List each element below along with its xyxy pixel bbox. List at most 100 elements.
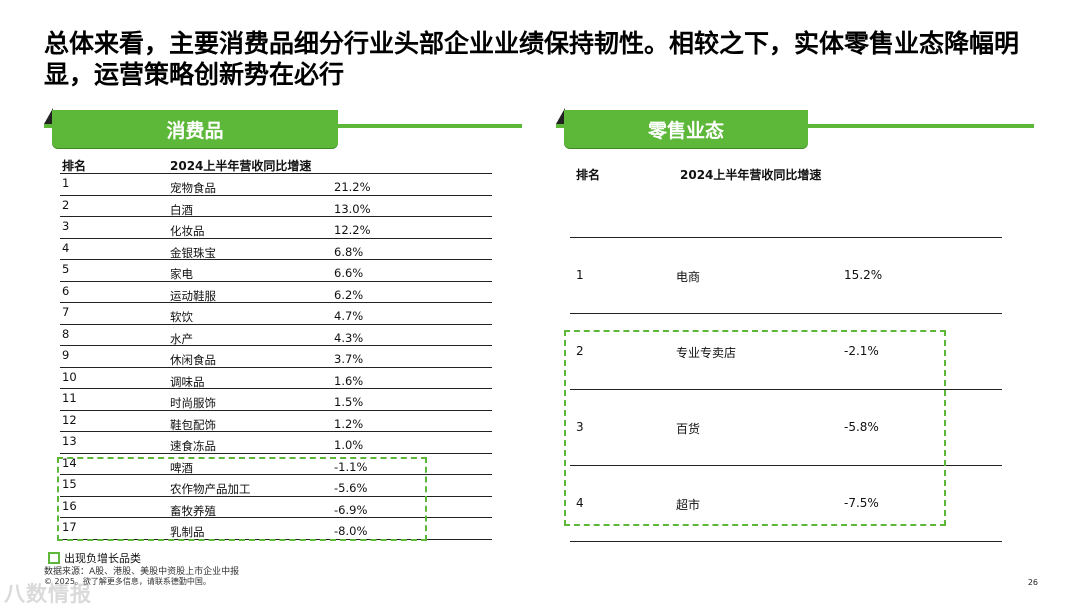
category-cell: 超市 — [676, 498, 701, 512]
growth-cell: 4.7% — [334, 309, 364, 323]
rank-cell: 9 — [62, 348, 70, 362]
category-cell: 休闲食品 — [170, 353, 216, 367]
consumer-goods-tab: 消费品 — [52, 110, 338, 148]
growth-cell: 1.2% — [334, 416, 364, 431]
category-cell: 速食冻品 — [170, 439, 216, 453]
table-row: 13 速食冻品 1.0% — [60, 432, 492, 454]
table-row: 15 农作物产品加工 -5.6% — [60, 475, 492, 497]
table-row: 2 专业专卖店 -2.1% — [570, 314, 1002, 390]
growth-cell: 3.7% — [334, 352, 364, 366]
negative-growth-highlight-left — [57, 457, 427, 541]
table-row: 4 金银珠宝 6.8% — [60, 239, 492, 260]
category-cell: 时尚服饰 — [170, 396, 216, 410]
category-cell: 宠物食品 — [170, 181, 216, 195]
retail-formats-table: 排名 2024上半年营收同比增速 1 电商 15.2% 2 专业专卖店 -2.1% 3 百货 -… — [570, 160, 1002, 542]
rank-cell: 10 — [62, 369, 77, 384]
section-corner-mark — [556, 108, 565, 124]
section-corner-mark — [44, 108, 53, 124]
growth-cell: 6.8% — [334, 244, 364, 259]
growth-cell: 12.2% — [334, 223, 371, 237]
table-row: 1 电商 15.2% — [570, 238, 1002, 314]
category-cell: 鞋包配饰 — [170, 417, 216, 432]
category-cell: 畜牧养殖 — [170, 503, 216, 518]
table-row: 6 运动鞋服 6.2% — [60, 282, 492, 303]
table-row: 14 啤酒 -1.1% — [60, 454, 492, 475]
growth-cell: 6.2% — [334, 287, 364, 302]
table-row: 10 调味品 1.6% — [60, 368, 492, 389]
rank-cell: 12 — [62, 412, 77, 427]
rank-cell: 5 — [62, 262, 70, 276]
rank-cell: 15 — [62, 477, 77, 491]
rank-cell: 17 — [62, 520, 77, 534]
rank-cell: 8 — [62, 326, 70, 341]
watermark-logo: 八数情报 — [4, 582, 92, 606]
rank-cell: 14 — [62, 455, 77, 470]
category-cell: 家电 — [170, 267, 193, 281]
growth-cell: -7.5% — [844, 496, 879, 510]
growth-cell: -6.9% — [334, 502, 368, 517]
table-row: 16 畜牧养殖 -6.9% — [60, 497, 492, 518]
rank-cell: 2 — [62, 197, 70, 212]
retail-formats-section-header: 零售业态 — [556, 104, 1034, 150]
legend-label: 出现负增长品类 — [64, 552, 141, 565]
rank-cell: 4 — [576, 496, 584, 510]
growth-cell: 1.6% — [334, 373, 364, 388]
category-cell: 啤酒 — [170, 460, 193, 475]
table-row: 8 水产 4.3% — [60, 325, 492, 346]
table-row: 11 时尚服饰 1.5% — [60, 389, 492, 411]
dashed-box-legend-icon — [48, 552, 60, 564]
page-number: 26 — [1027, 578, 1038, 587]
rank-cell: 3 — [62, 219, 70, 233]
growth-cell: 4.3% — [334, 330, 364, 345]
growth-cell: 6.6% — [334, 266, 364, 280]
category-cell: 调味品 — [170, 374, 205, 389]
category-cell: 专业专卖店 — [676, 346, 737, 360]
table-header: 排名 2024上半年营收同比增速 — [570, 160, 1002, 238]
growth-cell: -1.1% — [334, 459, 368, 474]
table-row: 3 百货 -5.8% — [570, 390, 1002, 466]
table-row: 1 宠物食品 21.2% — [60, 174, 492, 196]
category-cell: 白酒 — [170, 202, 193, 217]
category-cell: 百货 — [676, 422, 701, 436]
page-title: 总体来看，主要消费品细分行业头部企业业绩保持韧性。相较之下，实体零售业态降幅明显… — [44, 29, 1020, 89]
table-row: 5 家电 6.6% — [60, 260, 492, 282]
growth-cell: 13.0% — [334, 201, 371, 216]
rank-cell: 1 — [62, 176, 70, 190]
rank-cell: 4 — [62, 240, 70, 255]
category-cell: 化妆品 — [170, 224, 205, 238]
growth-cell: 1.0% — [334, 438, 364, 452]
rank-cell: 2 — [576, 344, 584, 358]
consumer-goods-section-header: 消费品 — [44, 104, 522, 150]
negative-growth-highlight-right — [564, 330, 946, 526]
table-row: 12 鞋包配饰 1.2% — [60, 411, 492, 432]
rank-cell: 16 — [62, 498, 77, 513]
category-cell: 农作物产品加工 — [170, 482, 251, 496]
table-header: 排名 2024上半年营收同比增速 — [60, 156, 492, 174]
legend: 出现负增长品类 — [48, 550, 141, 566]
rank-cell: 7 — [62, 305, 70, 319]
copyright-note: © 2025。欲了解更多信息，请联系德勤中国。 — [44, 577, 211, 586]
rank-cell: 1 — [576, 268, 584, 282]
category-cell: 金银珠宝 — [170, 245, 216, 260]
growth-cell: -8.0% — [334, 524, 368, 538]
table-row: 2 白酒 13.0% — [60, 196, 492, 217]
table-row: 4 超市 -7.5% — [570, 466, 1002, 542]
rank-column-header: 排名 — [576, 168, 601, 182]
rank-cell: 3 — [576, 420, 584, 434]
category-cell: 软饮 — [170, 310, 193, 324]
growth-cell: -5.8% — [844, 420, 879, 434]
table-row: 9 休闲食品 3.7% — [60, 346, 492, 368]
growth-cell: -2.1% — [844, 344, 879, 358]
rank-cell: 11 — [62, 391, 77, 405]
growth-cell: -5.6% — [334, 481, 368, 495]
growth-cell: 15.2% — [844, 268, 883, 282]
category-cell: 乳制品 — [170, 525, 205, 539]
growth-column-header: 2024上半年营收同比增速 — [170, 159, 312, 173]
category-cell: 水产 — [170, 331, 193, 346]
data-source-note: 数据来源：A股、港股、美股中资股上市企业中报 — [44, 567, 240, 577]
table-row: 3 化妆品 12.2% — [60, 217, 492, 239]
growth-cell: 1.5% — [334, 395, 364, 409]
retail-formats-tab: 零售业态 — [564, 110, 808, 148]
category-cell: 电商 — [676, 270, 701, 284]
growth-column-header: 2024上半年营收同比增速 — [680, 168, 822, 182]
